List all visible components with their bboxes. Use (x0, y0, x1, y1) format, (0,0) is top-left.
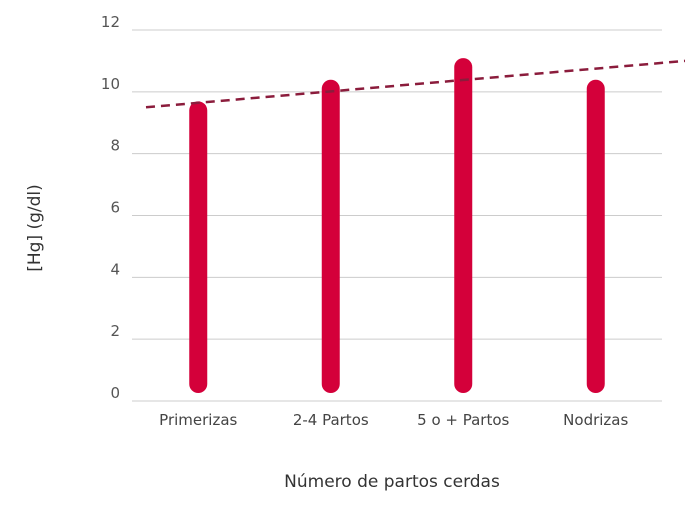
y-tick-label: 0 (110, 384, 120, 402)
y-tick-labels: 0 2 4 6 8 10 12 (101, 13, 120, 402)
y-tick-label: 8 (110, 137, 120, 155)
y-axis-title: [Hg] (g/dl) (25, 184, 45, 272)
x-axis-title: Número de partos cerdas (284, 472, 500, 492)
x-tick-label: 2-4 Partos (293, 411, 369, 429)
y-tick-label: 12 (101, 13, 120, 31)
y-tick-label: 10 (101, 75, 120, 93)
x-tick-label: Primerizas (159, 411, 237, 429)
bar (189, 101, 208, 393)
bar (321, 79, 340, 393)
x-tick-labels: Primerizas 2-4 Partos 5 o + Partos Nodrizas (159, 411, 628, 429)
trendline-group (145, 59, 685, 109)
trendline (145, 59, 685, 109)
bar (454, 58, 473, 393)
bars (189, 58, 605, 393)
x-tick-label: Nodrizas (563, 411, 628, 429)
gridlines (132, 29, 662, 402)
bar (586, 79, 605, 393)
y-tick-label: 6 (110, 199, 120, 217)
x-tick-label: 5 o + Partos (417, 411, 509, 429)
y-tick-label: 2 (110, 322, 120, 340)
y-tick-label: 4 (110, 260, 120, 278)
